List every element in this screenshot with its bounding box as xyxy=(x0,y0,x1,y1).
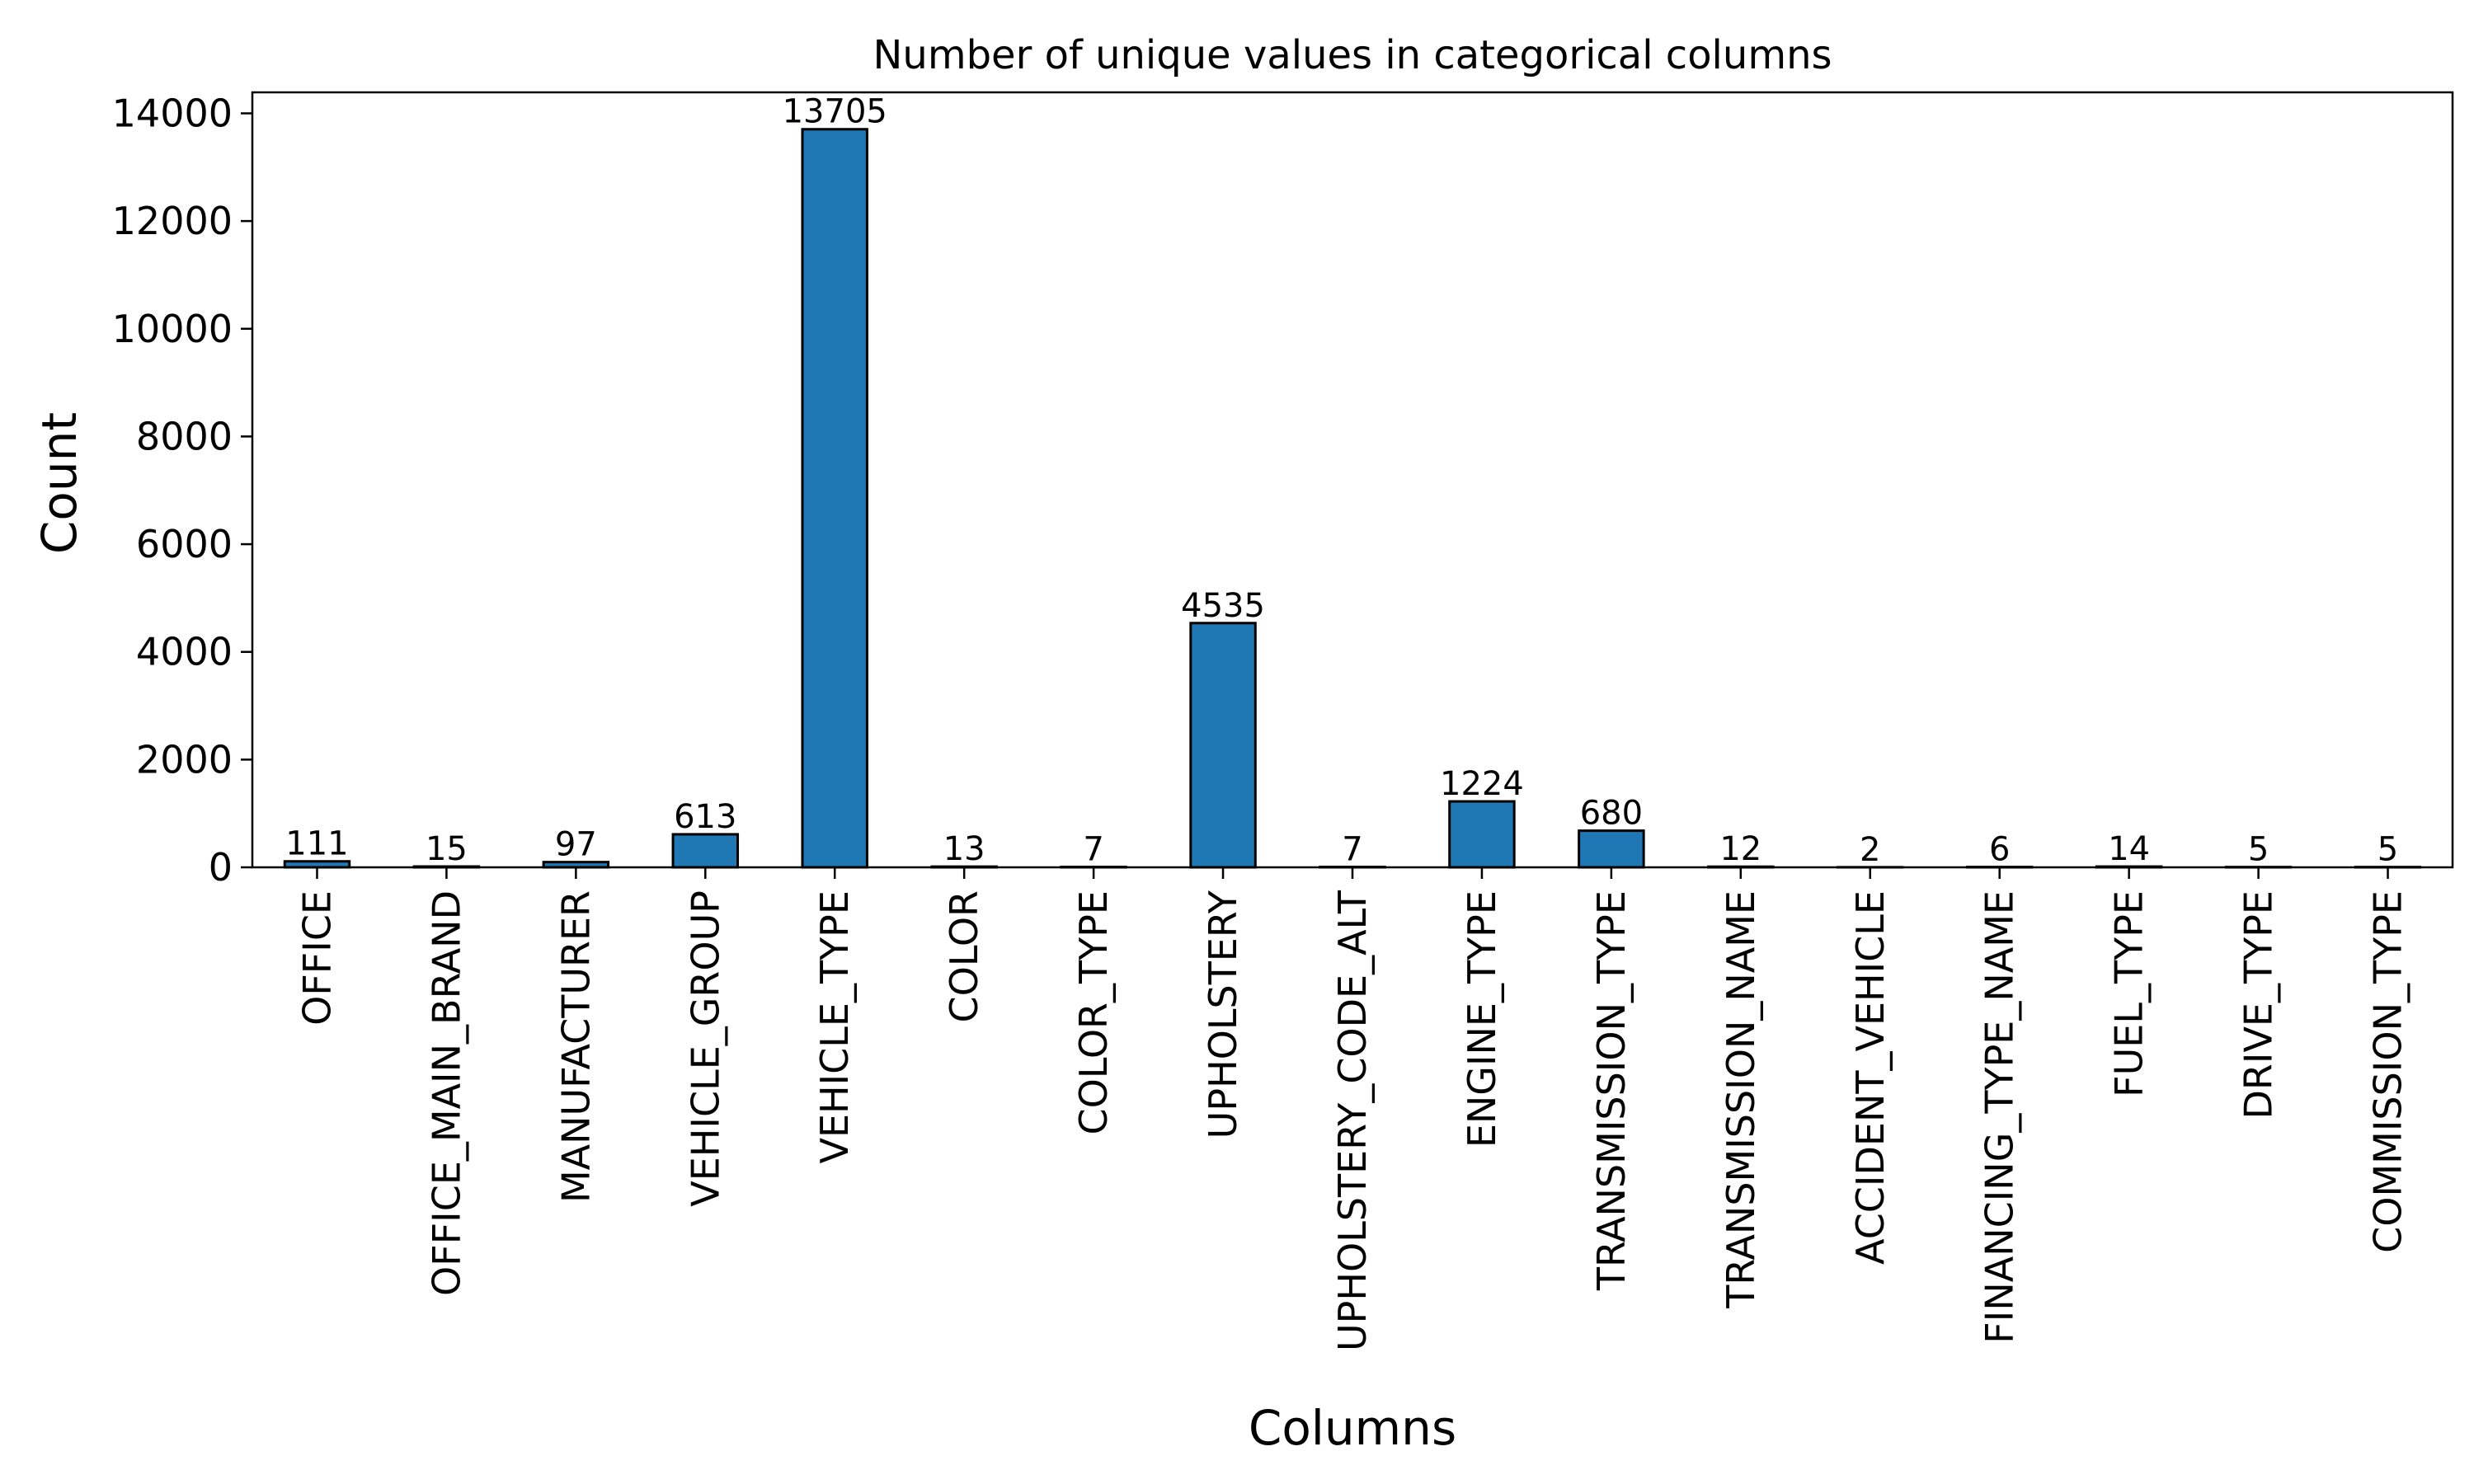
data-label: 15 xyxy=(426,830,468,868)
data-label: 13705 xyxy=(783,93,887,131)
chart-title: Number of unique values in categorical c… xyxy=(872,32,1832,78)
y-axis-label: Count xyxy=(31,412,87,554)
x-tick-label: FUEL_TYPE xyxy=(2107,890,2152,1097)
x-tick-label: ACCIDENT_VEHICLE xyxy=(1848,890,1893,1265)
y-tick-label: 0 xyxy=(209,845,233,890)
x-axis-label: Columns xyxy=(1249,1400,1456,1456)
plot-area: 0 2000 4000 6000 8000 10000 12000 14000 OFFICE OF… xyxy=(112,91,2454,1351)
x-tick-label: TRANSMISSION_TYPE xyxy=(1589,890,1634,1291)
x-tick-label: VEHICLE_TYPE xyxy=(812,890,857,1164)
bar-transmission-type xyxy=(1578,829,1645,869)
data-label: 97 xyxy=(555,826,597,864)
y-tick-label: 10000 xyxy=(112,307,233,351)
data-label: 7 xyxy=(1083,831,1103,869)
data-label: 111 xyxy=(285,825,348,863)
data-label: 5 xyxy=(2248,831,2269,869)
bar-engine-type xyxy=(1448,800,1516,869)
x-tick-label: MANUFACTURER xyxy=(553,890,598,1203)
data-label: 7 xyxy=(1342,831,1362,869)
x-tick-label: TRANSMISSION_NAME xyxy=(1719,890,1763,1309)
x-tick-label: COLOR xyxy=(942,890,986,1022)
bar-upholstery xyxy=(1189,622,1257,869)
data-label: 613 xyxy=(674,798,736,836)
data-label: 5 xyxy=(2378,831,2398,869)
x-tick-label: VEHICLE_GROUP xyxy=(683,890,727,1207)
y-tick-label: 8000 xyxy=(136,414,233,458)
x-tick-label: OFFICE_MAIN_BRAND xyxy=(424,890,468,1296)
data-label: 680 xyxy=(1580,795,1643,833)
x-tick-label: COLOR_TYPE xyxy=(1071,890,1116,1134)
data-label: 13 xyxy=(943,830,985,868)
x-tick-label: DRIVE_TYPE xyxy=(2236,890,2281,1119)
bar-vehicle-type xyxy=(801,128,868,869)
y-tick-label: 14000 xyxy=(112,91,233,135)
y-tick-label: 2000 xyxy=(136,737,233,782)
x-tick-label: OFFICE xyxy=(294,890,339,1026)
y-tick-label: 4000 xyxy=(136,630,233,674)
x-tick-label: ENGINE_TYPE xyxy=(1460,890,1504,1148)
x-tick-label: COMMISSION_TYPE xyxy=(2366,890,2411,1253)
bar-vehicle-group xyxy=(671,833,740,869)
data-label: 1224 xyxy=(1440,765,1524,803)
x-tick-label: UPHOLSTERY xyxy=(1201,890,1245,1139)
x-tick-label: UPHOLSTERY_CODE_ALT xyxy=(1330,890,1375,1351)
y-tick-label: 6000 xyxy=(136,522,233,566)
data-label: 2 xyxy=(1860,831,1880,869)
data-label: 12 xyxy=(1719,830,1761,868)
data-label: 6 xyxy=(1989,831,2010,869)
y-tick-label: 12000 xyxy=(112,199,233,243)
data-label: 14 xyxy=(2108,830,2150,868)
data-label: 4535 xyxy=(1181,587,1265,625)
x-tick-label: FINANCING_TYPE_NAME xyxy=(1978,890,2022,1344)
